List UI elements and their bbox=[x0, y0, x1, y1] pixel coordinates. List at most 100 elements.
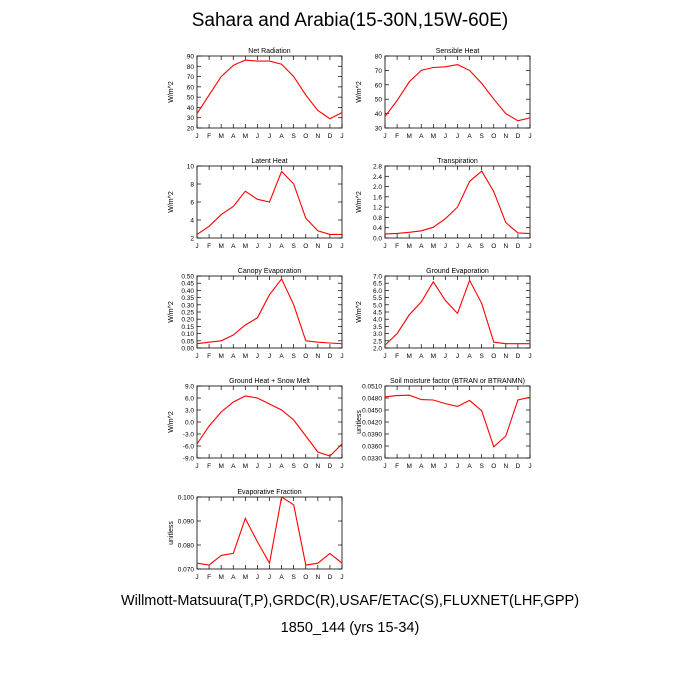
y-tick-label: 0.0480 bbox=[362, 396, 382, 403]
y-tick-label: 5.0 bbox=[373, 302, 382, 309]
x-tick-label: J bbox=[195, 133, 198, 140]
chart-panel-7: Soil moisture factor (BTRAN or BTRANMN) u… bbox=[356, 378, 532, 470]
x-tick-label: J bbox=[256, 463, 259, 470]
y-tick-label: 7.0 bbox=[373, 274, 382, 281]
x-tick-label: M bbox=[218, 353, 223, 360]
x-tick-label: J bbox=[383, 353, 386, 360]
x-tick-label: J bbox=[528, 133, 531, 140]
y-tick-label: 2.0 bbox=[373, 346, 382, 353]
series-line bbox=[196, 496, 343, 566]
x-tick-label: D bbox=[516, 463, 521, 470]
y-tick-label: 8 bbox=[190, 182, 194, 189]
y-tick-label: 1.6 bbox=[373, 194, 382, 201]
y-axis-label: W/m^2 bbox=[356, 81, 363, 103]
x-tick-label: J bbox=[383, 463, 386, 470]
y-tick-label: 60 bbox=[375, 82, 383, 89]
series-line bbox=[384, 394, 531, 448]
x-tick-label: J bbox=[383, 243, 386, 250]
x-tick-label: M bbox=[406, 353, 411, 360]
x-tick-label: J bbox=[340, 574, 343, 581]
y-axis-label: W/m^2 bbox=[356, 301, 363, 323]
x-tick-label: N bbox=[315, 463, 320, 470]
y-tick-label: 4.5 bbox=[373, 310, 382, 317]
series-line bbox=[384, 278, 530, 346]
y-tick-label: 3.0 bbox=[373, 331, 382, 338]
x-tick-label: N bbox=[503, 463, 508, 470]
y-axis-label: W/m^2 bbox=[168, 191, 175, 213]
x-tick-label: J bbox=[268, 353, 271, 360]
y-tick-label: 3.5 bbox=[373, 324, 382, 331]
x-tick-label: J bbox=[195, 574, 198, 581]
x-tick-label: J bbox=[256, 133, 259, 140]
x-tick-label: O bbox=[491, 243, 496, 250]
x-tick-label: O bbox=[491, 133, 496, 140]
y-tick-label: 2 bbox=[190, 236, 194, 243]
y-tick-label: 1.2 bbox=[373, 205, 382, 212]
x-tick-label: A bbox=[419, 133, 424, 140]
y-tick-label: 0.25 bbox=[181, 310, 194, 317]
x-tick-label: N bbox=[503, 353, 508, 360]
y-tick-label: 0.070 bbox=[178, 567, 195, 574]
x-tick-label: A bbox=[467, 133, 472, 140]
x-tick-label: J bbox=[268, 133, 271, 140]
x-tick-label: M bbox=[218, 133, 223, 140]
x-tick-label: J bbox=[340, 243, 343, 250]
x-tick-label: A bbox=[279, 243, 284, 250]
y-tick-label: 0.15 bbox=[181, 324, 194, 331]
plot-frame bbox=[384, 385, 531, 459]
series-line bbox=[384, 170, 531, 235]
y-axis-label: W/m^2 bbox=[168, 301, 175, 323]
x-tick-label: M bbox=[243, 133, 248, 140]
x-tick-label: J bbox=[340, 463, 343, 470]
x-tick-label: O bbox=[303, 463, 308, 470]
x-tick-label: S bbox=[291, 463, 296, 470]
x-tick-label: O bbox=[303, 133, 308, 140]
x-tick-label: J bbox=[268, 243, 271, 250]
y-axis-label: unitless bbox=[168, 521, 175, 545]
plot-frame bbox=[384, 55, 531, 129]
x-tick-label: A bbox=[279, 574, 284, 581]
x-tick-label: J bbox=[444, 243, 447, 250]
y-tick-label: 20 bbox=[187, 126, 195, 133]
y-tick-label: 0.05 bbox=[181, 338, 194, 345]
x-tick-label: M bbox=[431, 133, 436, 140]
y-tick-label: 0.10 bbox=[181, 331, 194, 338]
y-tick-label: 40 bbox=[187, 105, 195, 112]
x-tick-label: A bbox=[419, 463, 424, 470]
x-tick-label: S bbox=[479, 463, 484, 470]
x-tick-label: M bbox=[218, 243, 223, 250]
chart-panel-6: Ground Heat + Snow Melt W/m^2 -9.0 -6.0 -3.0… bbox=[168, 378, 344, 470]
x-tick-label: D bbox=[516, 243, 521, 250]
x-tick-label: J bbox=[528, 353, 531, 360]
y-tick-label: 80 bbox=[375, 54, 383, 61]
x-tick-label: D bbox=[328, 243, 333, 250]
x-tick-label: J bbox=[256, 353, 259, 360]
y-tick-label: 0.100 bbox=[178, 495, 195, 502]
x-tick-label: D bbox=[328, 574, 333, 581]
y-tick-label: 30 bbox=[375, 126, 383, 133]
y-tick-label: 0.35 bbox=[181, 295, 194, 302]
panel-title: Transpiration bbox=[437, 158, 478, 165]
series-line bbox=[196, 59, 343, 120]
x-tick-label: D bbox=[516, 353, 521, 360]
y-tick-label: -3.0 bbox=[183, 432, 195, 439]
y-tick-label: 6.5 bbox=[373, 281, 382, 288]
x-tick-label: N bbox=[315, 574, 320, 581]
x-tick-label: M bbox=[243, 463, 248, 470]
x-tick-label: N bbox=[315, 353, 320, 360]
panel-title: Soil moisture factor (BTRAN or BTRANMN) bbox=[390, 378, 525, 385]
y-axis-label: W/m^2 bbox=[168, 81, 175, 103]
x-tick-label: J bbox=[383, 133, 386, 140]
x-tick-label: A bbox=[279, 463, 284, 470]
x-tick-label: M bbox=[406, 463, 411, 470]
x-tick-label: F bbox=[395, 353, 399, 360]
x-tick-label: J bbox=[340, 353, 343, 360]
series-line bbox=[196, 170, 342, 235]
y-tick-label: 0.0510 bbox=[362, 384, 382, 391]
x-tick-label: N bbox=[503, 133, 508, 140]
y-tick-label: 0.00 bbox=[181, 346, 194, 353]
y-axis-label: unitless bbox=[356, 410, 363, 434]
plot-frame bbox=[196, 275, 343, 349]
y-axis-label: W/m^2 bbox=[356, 191, 363, 213]
